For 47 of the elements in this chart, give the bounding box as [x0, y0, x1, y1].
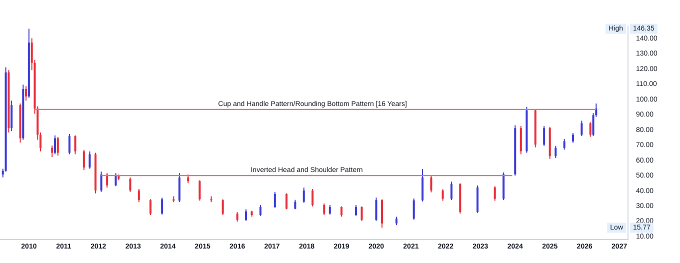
- candlestick: [138, 188, 140, 203]
- candlestick: [178, 172, 180, 203]
- candlestick: [149, 198, 152, 216]
- candlestick: [82, 149, 85, 171]
- candlestick: [74, 134, 76, 155]
- candlestick: [572, 132, 574, 144]
- candlestick: [302, 187, 305, 204]
- candlestick: [520, 126, 522, 155]
- candlestick: [375, 197, 378, 222]
- candlestick: [51, 145, 54, 158]
- candlestick: [312, 188, 314, 207]
- candlestick: [294, 199, 296, 210]
- candlestick: [340, 206, 343, 218]
- candlestick: [328, 204, 331, 215]
- candlestick: [589, 122, 592, 138]
- candlestick: [543, 126, 546, 146]
- candlestick: [274, 191, 276, 208]
- candlestick: [88, 150, 91, 170]
- candlestick: [259, 204, 262, 216]
- candlestick: [244, 208, 248, 222]
- candlestick: [563, 138, 566, 150]
- candlestick: [442, 188, 444, 202]
- candlestick: [222, 198, 224, 216]
- candlestick: [68, 133, 70, 155]
- candlestick: [354, 204, 357, 216]
- candlestick: [100, 171, 102, 192]
- candlestick: [129, 176, 132, 192]
- candlestick: [106, 172, 108, 188]
- candlestick: [422, 168, 424, 202]
- candlestick: [10, 100, 13, 132]
- candlestick: [323, 202, 326, 216]
- candlestick: [554, 145, 557, 159]
- candlestick: [198, 180, 201, 202]
- candlestick: [360, 206, 363, 222]
- candlestick: [114, 172, 117, 187]
- candlestick: [430, 175, 432, 193]
- candlestick: [285, 192, 288, 210]
- candlestick: [450, 181, 452, 200]
- candlestick: [380, 198, 384, 228]
- candlestick: [494, 186, 496, 202]
- candlestick: [412, 198, 415, 220]
- candlestick: [580, 120, 583, 136]
- candlestick: [54, 134, 56, 155]
- candlestick: [25, 86, 28, 102]
- candlestick: [236, 212, 238, 222]
- candlestick: [56, 136, 59, 156]
- candlestick: [161, 197, 164, 215]
